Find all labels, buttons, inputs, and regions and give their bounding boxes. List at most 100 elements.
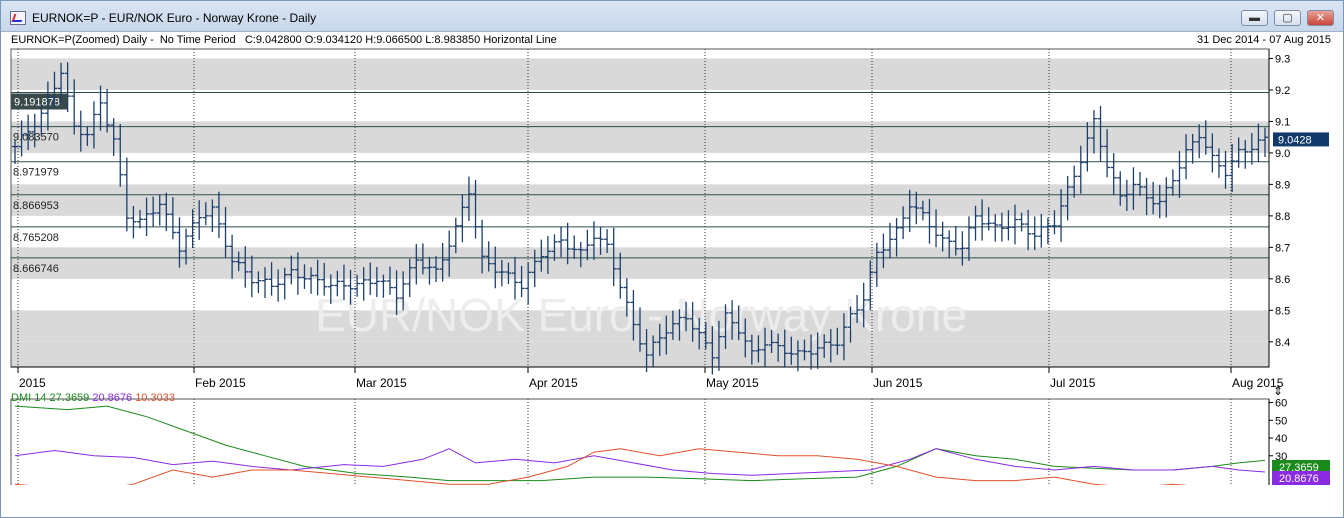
ohlc-bar — [1137, 171, 1143, 196]
close-button[interactable]: ✕ — [1307, 10, 1334, 26]
ohlc-bar — [906, 189, 913, 233]
ohlc-bar — [854, 294, 861, 324]
ohlc-bar — [248, 255, 255, 298]
ohlc-bar — [1104, 129, 1111, 178]
y-axis-tick-label: 8.7 — [1275, 242, 1290, 254]
ohlc-bar — [643, 329, 650, 373]
horizontal-line-label: 9.191878 — [14, 96, 60, 108]
ohlc-bar — [1255, 123, 1262, 163]
ohlc-bar — [255, 271, 262, 294]
ohlc-bar — [768, 329, 775, 353]
ohlc-bar — [479, 219, 486, 274]
ohlc-bar — [590, 221, 597, 260]
ohlc-bar — [512, 256, 518, 300]
ohlc-bar — [1064, 176, 1071, 221]
ohlc-bar — [1189, 133, 1196, 164]
ohlc-bar — [979, 199, 986, 241]
ohlc-bar — [222, 206, 229, 258]
ohlc-bar — [1222, 150, 1229, 189]
maximize-button[interactable]: ▢ — [1274, 10, 1301, 26]
ohlc-bar — [1235, 137, 1242, 168]
ohlc-bar — [334, 270, 341, 297]
ohlc-bar — [748, 334, 755, 365]
ohlc-bar — [465, 176, 472, 221]
title-bar[interactable]: EURNOK=P - EUR/NOK Euro - Norway Krone -… — [1, 1, 1343, 32]
ohlc-bar — [1156, 184, 1163, 219]
ohlc-bar — [893, 218, 900, 257]
ohlc-bar — [551, 234, 558, 261]
ohlc-bar — [1012, 204, 1018, 245]
ohlc-bar — [130, 205, 137, 239]
ohlc-bar — [58, 62, 65, 103]
ohlc-bar — [1229, 143, 1236, 193]
y-axis-tick-label: 9.2 — [1275, 85, 1290, 97]
ohlc-bar — [439, 242, 446, 282]
ohlc-bar — [347, 269, 354, 305]
dmi-legend-adx: 27.3659 — [49, 392, 90, 404]
ohlc-bar — [623, 278, 630, 317]
price-chart[interactable]: EUR/NOK Euro - Norway Krone 9.191878 9.083… — [1, 1, 1343, 485]
ohlc-bar — [656, 323, 663, 356]
ohlc-bar — [373, 266, 380, 298]
ohlc-bar — [485, 241, 492, 272]
ohlc-bar — [794, 340, 801, 372]
ohlc-bar — [163, 192, 170, 232]
ohlc-bar — [637, 307, 643, 352]
horizontal-line-label: 8.765208 — [13, 232, 59, 244]
ohlc-bar — [275, 269, 282, 302]
ohlc-bar — [321, 262, 328, 296]
ohlc-bar — [972, 205, 979, 241]
ohlc-bar — [229, 234, 236, 279]
ohlc-bar — [669, 310, 676, 340]
y-axis-tick-label: 8.4 — [1275, 337, 1290, 349]
ohlc-bar — [801, 339, 808, 361]
x-axis-label: May 2015 — [706, 376, 759, 390]
y-axis-tick-label: 8.6 — [1275, 274, 1290, 286]
y-axis-tick-label: 8.8 — [1275, 211, 1290, 223]
ohlc-bar — [90, 101, 97, 149]
ohlc-bar — [683, 301, 690, 332]
ohlc-bar — [104, 88, 111, 133]
ohlc-bar — [834, 327, 841, 355]
ohlc-bar — [12, 140, 18, 164]
ohlc-bar — [150, 196, 157, 227]
ohlc-bar — [584, 229, 591, 261]
minimize-button[interactable]: ▬ — [1241, 10, 1268, 26]
ohlc-bar — [209, 199, 216, 233]
x-axis-label: Aug 2015 — [1232, 376, 1284, 390]
dmi-legend: DMI 14 27.3659 20.8676 10.3033 — [11, 392, 175, 404]
ohlc-bar — [215, 191, 222, 238]
x-axis-label: Jul 2015 — [1050, 376, 1096, 390]
y-axis-tick-label: 8.9 — [1275, 179, 1290, 191]
ohlc-bar — [1123, 179, 1130, 211]
ohlc-bar — [492, 246, 499, 289]
ohlc-bar — [406, 258, 413, 298]
ohlc-bar — [1183, 134, 1190, 180]
ohlc-bar — [788, 336, 795, 365]
ohlc-bar — [77, 110, 84, 152]
ohlc-bar — [433, 256, 440, 283]
ohlc-bar — [156, 194, 163, 226]
dmi-legend-title: DMI 14 — [11, 392, 47, 404]
y-axis-tick-label: 8.5 — [1275, 305, 1290, 317]
ohlc-bar — [840, 313, 847, 361]
ohlc-bar — [933, 209, 940, 248]
ohlc-bar — [1215, 148, 1222, 178]
ohlc-bar — [1051, 210, 1058, 235]
ohlc-bar — [729, 300, 736, 340]
ohlc-bar — [327, 274, 334, 305]
ohlc-bar — [354, 274, 361, 297]
ohlc-bar — [992, 214, 999, 242]
x-axis-label: Mar 2015 — [356, 376, 407, 390]
ohlc-bar — [452, 217, 459, 254]
ohlc-bar — [538, 239, 545, 272]
ohlc-bar — [913, 191, 920, 225]
ohlc-bar — [597, 226, 604, 255]
ohlc-bar — [709, 326, 716, 375]
ohlc-bar — [367, 262, 374, 295]
ohlc-bar — [1196, 124, 1203, 159]
horizontal-line-label: 8.866953 — [13, 200, 59, 212]
ohlc-bar — [413, 244, 420, 285]
ohlc-bar — [25, 114, 32, 150]
ohlc-bar — [71, 79, 78, 135]
